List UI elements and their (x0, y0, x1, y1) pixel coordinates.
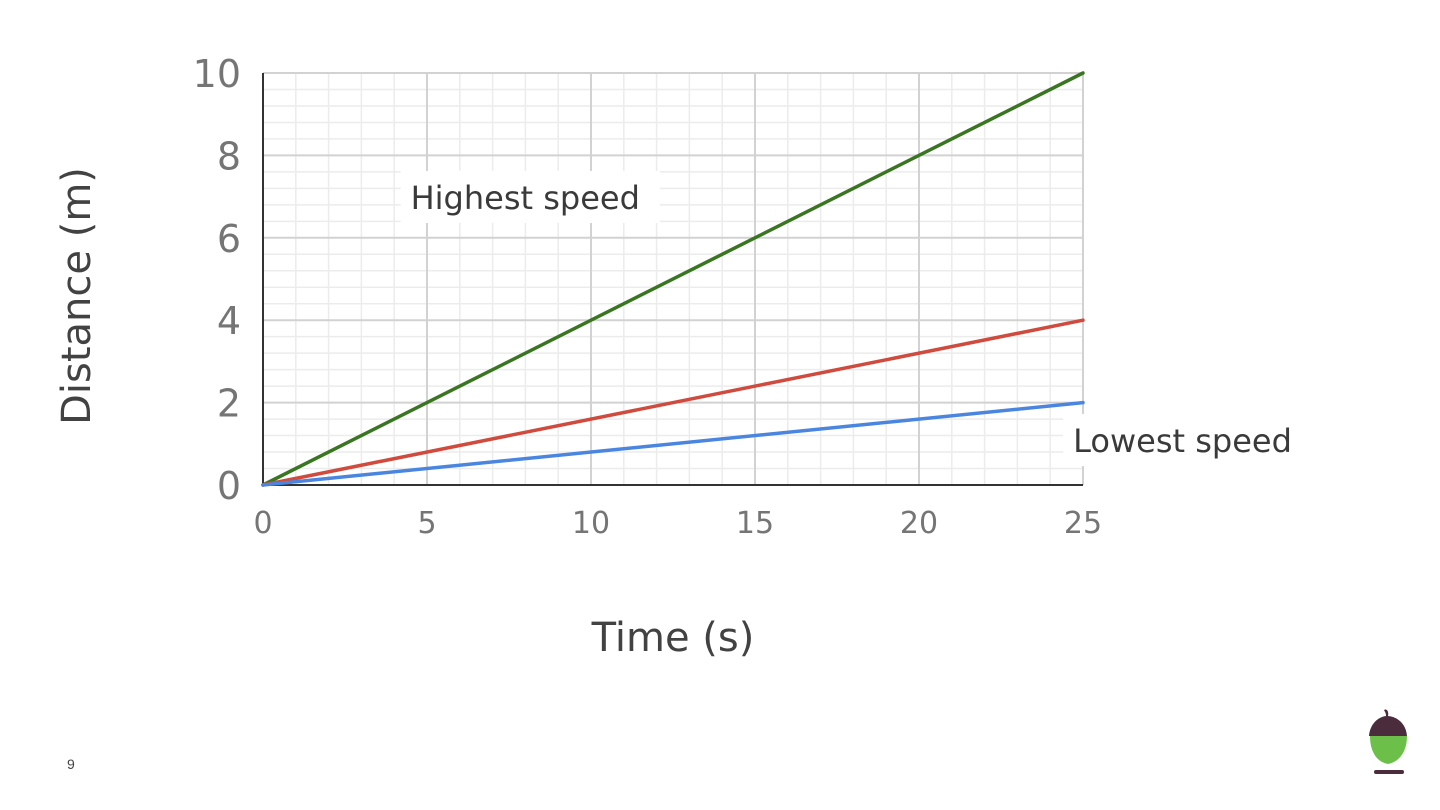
series-line-2 (261, 318, 1085, 487)
x-tick-label: 25 (1064, 506, 1102, 541)
y-axis-title: Distance (m) (54, 167, 100, 425)
series-layer (261, 71, 1085, 487)
y-tick-label: 6 (217, 217, 241, 261)
y-tick-label: 2 (217, 382, 241, 426)
x-axis-title: Time (s) (591, 615, 755, 661)
annotation-text: Lowest speed (1073, 422, 1292, 460)
x-tick-label: 5 (417, 506, 436, 541)
annotation-background (400, 170, 660, 223)
y-tick-label: 10 (193, 52, 241, 96)
series-line-3 (261, 400, 1085, 487)
series-line-1 (261, 71, 1085, 487)
y-tick-label: 8 (217, 134, 241, 178)
acorn-cap (1369, 709, 1407, 736)
annotation-text: Highest speed (411, 179, 640, 217)
annotations: Highest speed Lowest speed (400, 170, 1312, 467)
annotation-1: Highest speed (400, 170, 660, 223)
annotation-2: Lowest speed (1063, 414, 1312, 467)
y-tick-label: 0 (217, 464, 241, 508)
x-tick-label: 15 (736, 506, 774, 541)
acorn-base (1374, 770, 1404, 774)
x-tick-label: 0 (253, 506, 272, 541)
acorn-icon (1369, 709, 1407, 774)
x-tick-label: 20 (900, 506, 938, 541)
axes (262, 73, 1083, 486)
tick-labels: 0 5 10 15 20 25 0 2 4 6 8 10 (193, 52, 1102, 541)
acorn-body (1370, 736, 1407, 764)
y-tick-label: 4 (217, 299, 241, 343)
x-tick-label: 10 (572, 506, 610, 541)
annotation-background (1063, 414, 1312, 467)
acorn-logo (1364, 706, 1412, 778)
page-number: 9 (67, 756, 75, 772)
